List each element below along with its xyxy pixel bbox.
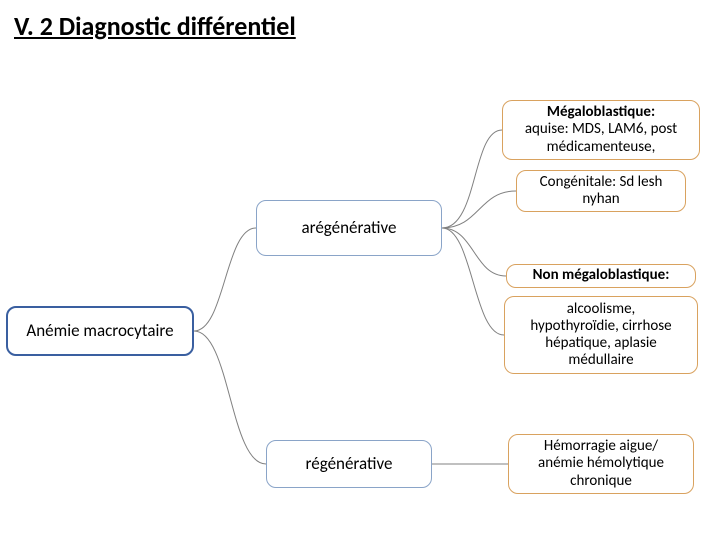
node-non-megaloblastique-title: Non mégaloblastique: — [533, 267, 670, 284]
node-megaloblastique-line2: médicamenteuse, — [547, 139, 656, 156]
node-aregenerative-label: arégénérative — [301, 218, 396, 238]
node-regenerative: régénérative — [266, 440, 432, 488]
diagram-canvas: V. 2 Diagnostic différentiel Anémie macr… — [0, 0, 720, 540]
node-root-label: Anémie macrocytaire — [26, 321, 173, 341]
node-aregenerative: arégénérative — [256, 200, 442, 256]
node-hemorragie-l1: Hémorragie aigue/ — [544, 438, 658, 455]
node-hemorragie-l3: chronique — [570, 473, 632, 490]
node-alcoolisme-l3: hépatique, aplasie — [545, 335, 656, 352]
page-title: V. 2 Diagnostic différentiel — [14, 10, 296, 42]
node-hemorragie-l2: anémie hémolytique — [538, 455, 664, 472]
node-alcoolisme-l1: alcoolisme, — [567, 301, 636, 318]
node-alcoolisme-l2: hypothyroïdie, cirrhose — [530, 318, 671, 335]
node-congenitale: Congénitale: Sd lesh nyhan — [516, 170, 686, 212]
node-hemorragie: Hémorragie aigue/ anémie hémolytique chr… — [508, 434, 694, 494]
node-root: Anémie macrocytaire — [6, 306, 194, 356]
node-megaloblastique-line1: aquise: MDS, LAM6, post — [525, 121, 677, 138]
node-alcoolisme: alcoolisme, hypothyroïdie, cirrhose hépa… — [504, 296, 698, 374]
node-megaloblastique-title: Mégaloblastique: — [547, 104, 655, 121]
node-congenitale-line1: Congénitale: Sd lesh — [540, 174, 663, 191]
node-alcoolisme-l4: médullaire — [568, 352, 633, 369]
node-regenerative-label: régénérative — [306, 454, 393, 474]
node-non-megaloblastique: Non mégaloblastique: — [506, 264, 696, 288]
node-megaloblastique: Mégaloblastique: aquise: MDS, LAM6, post… — [502, 100, 700, 160]
node-congenitale-line2: nyhan — [582, 191, 619, 208]
